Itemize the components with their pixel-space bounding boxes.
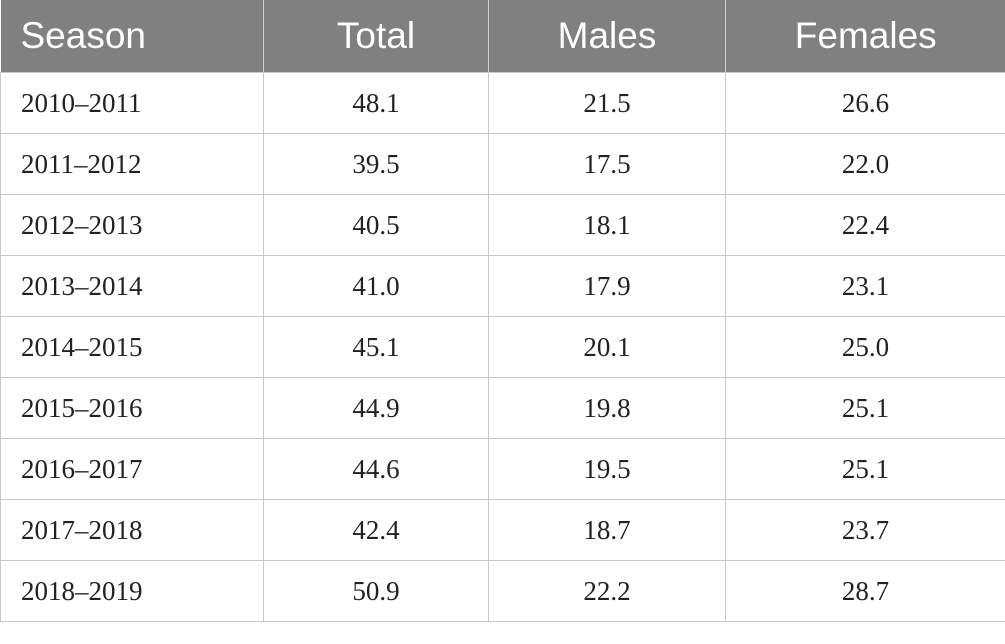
header-season: Season xyxy=(0,0,264,73)
cell-total: 39.5 xyxy=(263,133,489,195)
cell-total: 44.6 xyxy=(263,438,489,500)
cell-season: 2017–2018 xyxy=(0,499,264,561)
table-row: 2013–2014 41.0 17.9 23.1 xyxy=(0,255,1005,317)
cell-females: 22.0 xyxy=(725,133,1005,195)
cell-total: 45.1 xyxy=(263,316,489,378)
table-row: 2011–2012 39.5 17.5 22.0 xyxy=(0,133,1005,195)
cell-females: 23.7 xyxy=(725,499,1005,561)
cell-females: 28.7 xyxy=(725,560,1005,622)
cell-males: 21.5 xyxy=(488,72,726,134)
cell-season: 2012–2013 xyxy=(0,194,264,256)
header-males: Males xyxy=(488,0,726,73)
cell-total: 48.1 xyxy=(263,72,489,134)
data-table: Season Total Males Females 2010–2011 48.… xyxy=(0,0,1005,622)
header-total: Total xyxy=(263,0,489,73)
cell-females: 26.6 xyxy=(725,72,1005,134)
cell-total: 50.9 xyxy=(263,560,489,622)
data-table-container: Season Total Males Females 2010–2011 48.… xyxy=(0,0,1005,622)
cell-males: 22.2 xyxy=(488,560,726,622)
cell-season: 2016–2017 xyxy=(0,438,264,500)
table-row: 2012–2013 40.5 18.1 22.4 xyxy=(0,194,1005,256)
table-header: Season Total Males Females xyxy=(0,0,1005,73)
cell-males: 19.5 xyxy=(488,438,726,500)
cell-males: 17.9 xyxy=(488,255,726,317)
cell-females: 25.0 xyxy=(725,316,1005,378)
cell-females: 25.1 xyxy=(725,438,1005,500)
cell-season: 2014–2015 xyxy=(0,316,264,378)
cell-total: 41.0 xyxy=(263,255,489,317)
table-row: 2017–2018 42.4 18.7 23.7 xyxy=(0,499,1005,561)
table-row: 2014–2015 45.1 20.1 25.0 xyxy=(0,316,1005,378)
cell-males: 18.7 xyxy=(488,499,726,561)
cell-season: 2013–2014 xyxy=(0,255,264,317)
cell-season: 2018–2019 xyxy=(0,560,264,622)
table-row: 2015–2016 44.9 19.8 25.1 xyxy=(0,377,1005,439)
header-row: Season Total Males Females xyxy=(0,0,1005,73)
cell-season: 2015–2016 xyxy=(0,377,264,439)
cell-season: 2010–2011 xyxy=(0,72,264,134)
cell-males: 20.1 xyxy=(488,316,726,378)
table-row: 2010–2011 48.1 21.5 26.6 xyxy=(0,72,1005,134)
cell-total: 42.4 xyxy=(263,499,489,561)
cell-males: 19.8 xyxy=(488,377,726,439)
cell-females: 22.4 xyxy=(725,194,1005,256)
cell-total: 44.9 xyxy=(263,377,489,439)
cell-females: 23.1 xyxy=(725,255,1005,317)
cell-females: 25.1 xyxy=(725,377,1005,439)
cell-season: 2011–2012 xyxy=(0,133,264,195)
cell-total: 40.5 xyxy=(263,194,489,256)
table-row: 2016–2017 44.6 19.5 25.1 xyxy=(0,438,1005,500)
cell-males: 17.5 xyxy=(488,133,726,195)
table-row: 2018–2019 50.9 22.2 28.7 xyxy=(0,560,1005,622)
header-females: Females xyxy=(725,0,1005,73)
cell-males: 18.1 xyxy=(488,194,726,256)
table-body: 2010–2011 48.1 21.5 26.6 2011–2012 39.5 … xyxy=(0,72,1005,622)
